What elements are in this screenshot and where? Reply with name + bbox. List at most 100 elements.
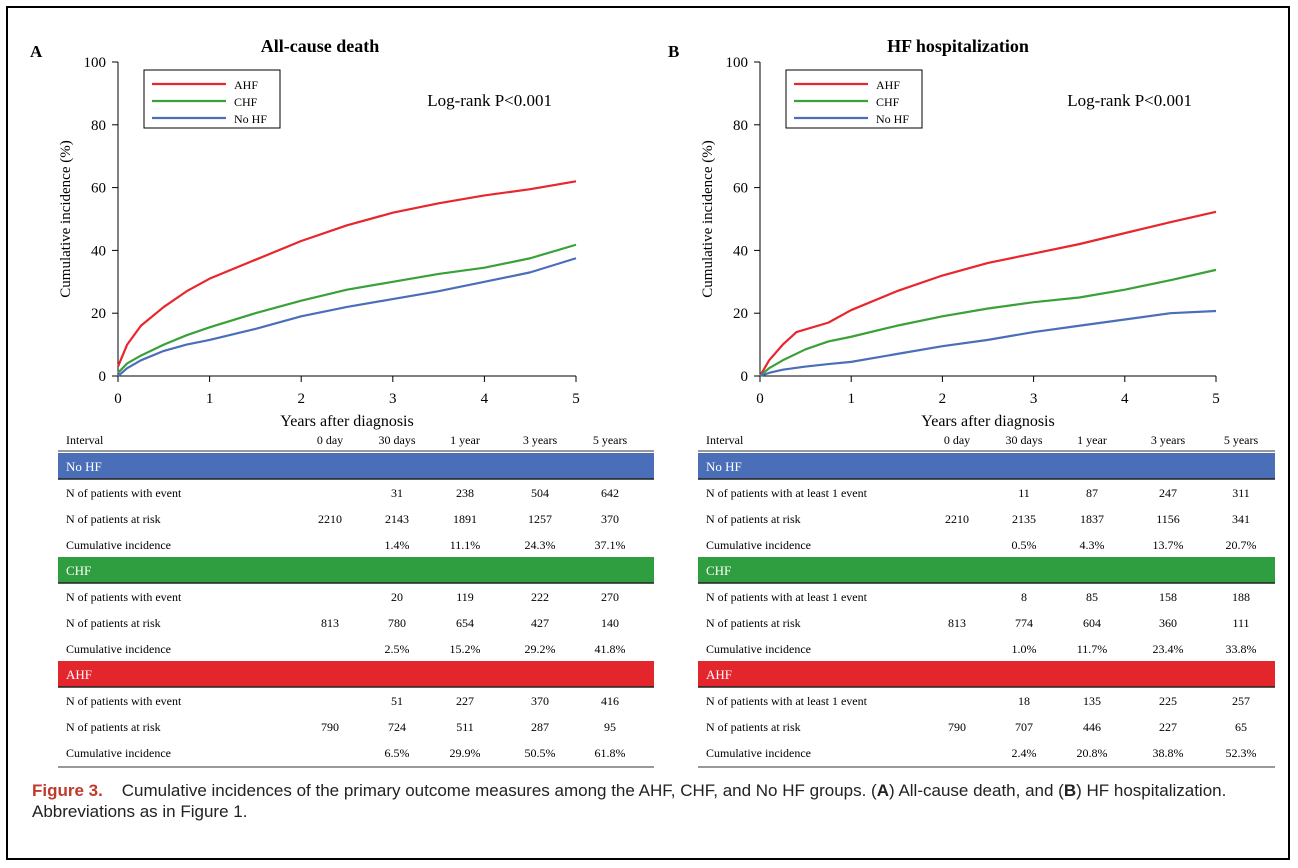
table-header-cell: 3 years	[523, 433, 558, 447]
series-line-chf	[117, 243, 577, 374]
y-tick-label: 20	[91, 306, 106, 322]
table-header-cell: Interval	[66, 433, 104, 447]
x-tick-label: 5	[1212, 391, 1220, 407]
table-row-label: N of patients at risk	[66, 512, 161, 526]
series-line-chf	[759, 268, 1217, 377]
table-row-label: N of patients with event	[66, 486, 182, 500]
table-cell: 2.5%	[385, 642, 410, 656]
table-group-label: CHF	[706, 563, 731, 578]
table-group-band	[698, 453, 1275, 479]
table-header-cell: 3 years	[1151, 433, 1186, 447]
series-line-no-hf	[759, 309, 1217, 378]
x-tick-label: 4	[1121, 391, 1129, 407]
table-group-band	[698, 661, 1275, 687]
table-cell: 1156	[1156, 512, 1180, 526]
table-row-label: Cumulative incidence	[706, 642, 811, 656]
y-axis-label: Cumulative incidence (%)	[58, 140, 74, 297]
table-group-label: AHF	[706, 667, 732, 682]
table-cell: 724	[388, 720, 406, 734]
table-cell: 18	[1018, 694, 1030, 708]
table-cell: 29.2%	[525, 642, 556, 656]
table-cell: 642	[601, 486, 619, 500]
logrank-annotation: Log-rank P<0.001	[1067, 91, 1192, 110]
x-axis-label: Years after diagnosis	[921, 413, 1054, 430]
table-row-label: N of patients at risk	[66, 616, 161, 630]
table-row-label: Cumulative incidence	[66, 538, 171, 552]
table-cell: 2135	[1012, 512, 1036, 526]
table-cell: 813	[321, 616, 339, 630]
x-tick-label: 5	[572, 391, 580, 407]
caption-text-1: Cumulative incidences of the primary out…	[121, 781, 877, 800]
panel-label: A	[30, 42, 43, 61]
x-tick-label: 0	[114, 391, 122, 407]
caption-text-3: ) HF hospitalization. Abbreviations as i…	[32, 781, 1227, 821]
table-row-label: N of patients with event	[66, 590, 182, 604]
table-cell: 2143	[385, 512, 409, 526]
table-cell: 11.1%	[450, 538, 481, 552]
table-cell: 95	[604, 720, 616, 734]
table-cell: 20	[391, 590, 403, 604]
table-cell: 287	[531, 720, 549, 734]
figure-frame	[6, 6, 1290, 860]
table-cell: 707	[1015, 720, 1033, 734]
table-cell: 1891	[453, 512, 477, 526]
table-header-cell: 30 days	[1006, 433, 1043, 447]
y-tick-label: 80	[733, 118, 748, 134]
table-cell: 270	[601, 590, 619, 604]
table-cell: 188	[1232, 590, 1250, 604]
table-cell: 341	[1232, 512, 1250, 526]
table-cell: 11.7%	[1077, 642, 1108, 656]
table-cell: 222	[531, 590, 549, 604]
table-row-label: N of patients at risk	[706, 512, 801, 526]
table-row-label: N of patients at risk	[706, 720, 801, 734]
table-cell: 65	[1235, 720, 1247, 734]
table-row-label: N of patients with at least 1 event	[706, 694, 868, 708]
table-cell: 37.1%	[595, 538, 626, 552]
y-tick-label: 20	[733, 306, 748, 322]
x-tick-label: 2	[297, 391, 305, 407]
table-cell: 360	[1159, 616, 1177, 630]
table-group-label: CHF	[66, 563, 91, 578]
legend-label: No HF	[876, 112, 909, 126]
y-tick-label: 60	[91, 181, 106, 197]
table-cell: 8	[1021, 590, 1027, 604]
table-cell: 50.5%	[525, 746, 556, 760]
table-row-label: N of patients with at least 1 event	[706, 590, 868, 604]
table-cell: 257	[1232, 694, 1250, 708]
table-cell: 1257	[528, 512, 552, 526]
table-cell: 227	[456, 694, 474, 708]
y-tick-label: 0	[741, 369, 749, 385]
chart-title: HF hospitalization	[887, 36, 1029, 56]
table-cell: 33.8%	[1226, 642, 1257, 656]
table-cell: 504	[531, 486, 549, 500]
table-row-label: Cumulative incidence	[66, 746, 171, 760]
y-tick-label: 40	[733, 243, 748, 259]
table-cell: 2210	[945, 512, 969, 526]
legend-label: CHF	[234, 95, 258, 109]
table-cell: 11	[1018, 486, 1030, 500]
table-group-band	[58, 557, 654, 583]
table-group-label: No HF	[66, 459, 102, 474]
table-cell: 119	[456, 590, 474, 604]
x-tick-label: 2	[939, 391, 947, 407]
table-cell: 790	[321, 720, 339, 734]
figure-caption: Figure 3. Cumulative incidences of the p…	[32, 780, 1262, 822]
table-cell: 6.5%	[385, 746, 410, 760]
table-cell: 20.7%	[1226, 538, 1257, 552]
table-cell: 135	[1083, 694, 1101, 708]
table-header-cell: 1 year	[450, 433, 480, 447]
logrank-annotation: Log-rank P<0.001	[427, 91, 552, 110]
caption-label: Figure 3.	[32, 781, 103, 800]
table-cell: 23.4%	[1153, 642, 1184, 656]
table-cell: 13.7%	[1153, 538, 1184, 552]
table-cell: 1837	[1080, 512, 1104, 526]
table-cell: 61.8%	[595, 746, 626, 760]
table-cell: 427	[531, 616, 549, 630]
table-cell: 31	[391, 486, 403, 500]
legend-label: AHF	[876, 78, 900, 92]
table-cell: 370	[531, 694, 549, 708]
y-tick-label: 60	[733, 181, 748, 197]
x-tick-label: 1	[206, 391, 214, 407]
table-cell: 4.3%	[1080, 538, 1105, 552]
